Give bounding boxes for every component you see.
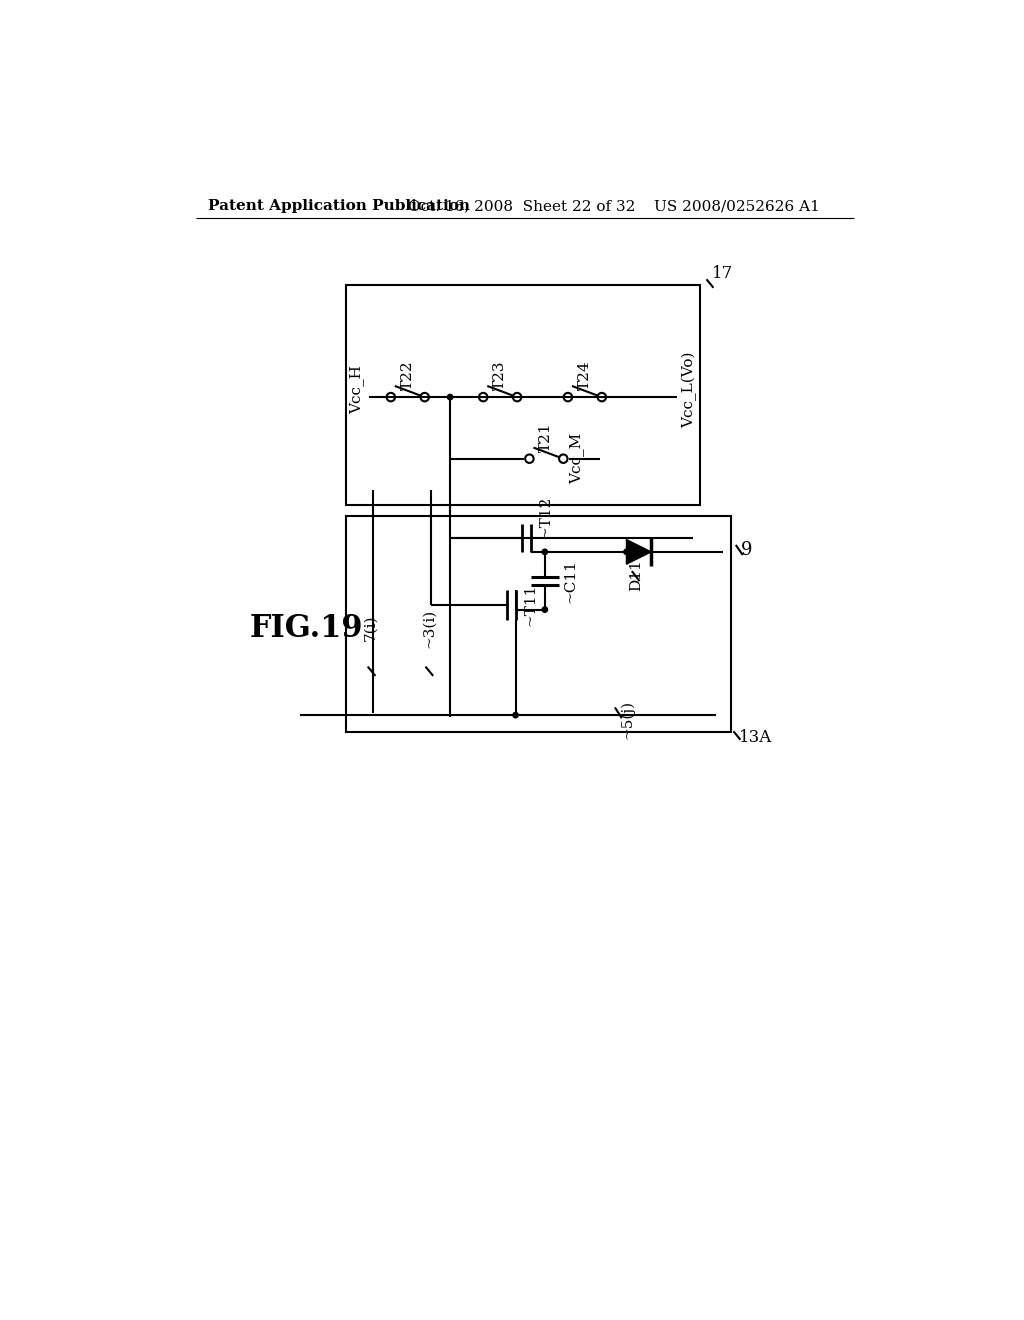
- Text: T23: T23: [494, 360, 507, 391]
- Text: D11: D11: [629, 560, 643, 591]
- Text: T22: T22: [400, 360, 415, 391]
- Text: Vcc_M: Vcc_M: [569, 433, 585, 484]
- Text: ~3(i): ~3(i): [422, 609, 435, 648]
- Text: Vcc_L(Vo): Vcc_L(Vo): [682, 351, 697, 428]
- Text: T21: T21: [540, 422, 553, 451]
- Polygon shape: [627, 540, 651, 564]
- Text: ~T12: ~T12: [539, 495, 553, 537]
- Text: T24: T24: [578, 360, 592, 391]
- Text: 17: 17: [712, 265, 733, 282]
- Circle shape: [447, 395, 453, 400]
- Circle shape: [513, 713, 518, 718]
- Circle shape: [624, 549, 629, 554]
- Text: US 2008/0252626 A1: US 2008/0252626 A1: [654, 199, 820, 213]
- Text: Oct. 16, 2008  Sheet 22 of 32: Oct. 16, 2008 Sheet 22 of 32: [408, 199, 635, 213]
- Circle shape: [542, 549, 548, 554]
- Circle shape: [542, 607, 548, 612]
- Bar: [346, 516, 731, 733]
- Text: FIG.19: FIG.19: [250, 612, 364, 644]
- Text: 7(i): 7(i): [364, 615, 378, 642]
- Text: ~C11: ~C11: [563, 558, 578, 603]
- Text: ~5(j): ~5(j): [620, 700, 634, 738]
- Text: 9: 9: [741, 541, 753, 560]
- Bar: [346, 285, 700, 506]
- Text: Vcc_H: Vcc_H: [349, 364, 365, 414]
- Text: Patent Application Publication: Patent Application Publication: [208, 199, 470, 213]
- Text: 13A: 13A: [739, 729, 772, 746]
- Text: ~T11: ~T11: [523, 583, 538, 626]
